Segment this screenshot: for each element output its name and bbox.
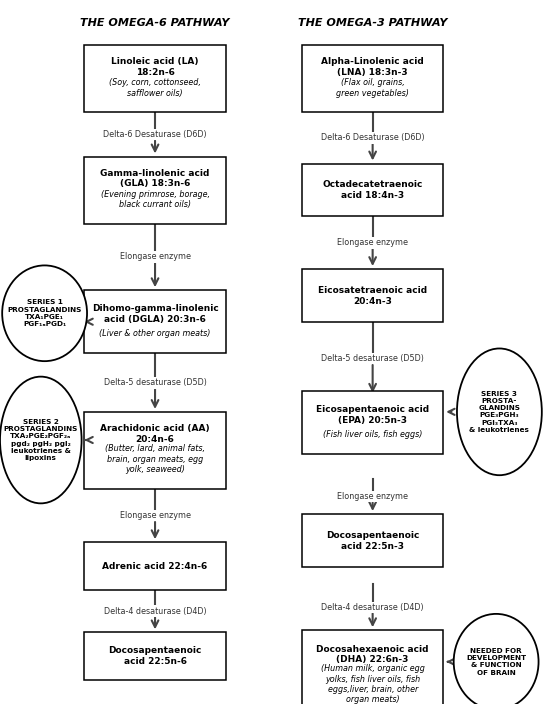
Text: Gamma-linolenic acid
(GLA) 18:3n-6: Gamma-linolenic acid (GLA) 18:3n-6 xyxy=(100,168,210,188)
Text: SERIES 1
PROSTAGLANDINS
TXA₁PGE₁
PGF₁ₐPGD₁: SERIES 1 PROSTAGLANDINS TXA₁PGE₁ PGF₁ₐPG… xyxy=(8,299,82,327)
Text: Docosahexaenoic acid
(DHA) 22:6n-3: Docosahexaenoic acid (DHA) 22:6n-3 xyxy=(317,645,429,665)
Ellipse shape xyxy=(0,377,82,503)
Text: Linoleic acid (LA)
18:2n-6: Linoleic acid (LA) 18:2n-6 xyxy=(112,57,199,77)
Text: Octadecatetraenoic
acid 18:4n-3: Octadecatetraenoic acid 18:4n-3 xyxy=(323,180,423,200)
Text: Delta-4 desaturase (D4D): Delta-4 desaturase (D4D) xyxy=(104,607,206,615)
Text: THE OMEGA-3 PATHWAY: THE OMEGA-3 PATHWAY xyxy=(298,18,447,27)
Text: Docosapentaenoic
acid 22:5n-3: Docosapentaenoic acid 22:5n-3 xyxy=(326,531,419,551)
FancyBboxPatch shape xyxy=(302,164,443,217)
Ellipse shape xyxy=(454,614,539,704)
Text: (Fish liver oils, fish eggs): (Fish liver oils, fish eggs) xyxy=(323,429,422,439)
Text: (Butter, lard, animal fats,
brain, organ meats, egg
yolk, seaweed): (Butter, lard, animal fats, brain, organ… xyxy=(105,444,205,474)
Text: Eicosapentaenoic acid
(EPA) 20:5n-3: Eicosapentaenoic acid (EPA) 20:5n-3 xyxy=(316,405,429,425)
Ellipse shape xyxy=(457,348,542,475)
Text: Delta-5 desaturase (D5D): Delta-5 desaturase (D5D) xyxy=(103,379,207,387)
FancyBboxPatch shape xyxy=(84,632,226,680)
Text: NEEDED FOR
DEVELOPMENT
& FUNCTION
OF BRAIN: NEEDED FOR DEVELOPMENT & FUNCTION OF BRA… xyxy=(466,648,526,676)
Text: (Soy, corn, cottonseed,
safflower oils): (Soy, corn, cottonseed, safflower oils) xyxy=(109,78,201,98)
FancyBboxPatch shape xyxy=(302,270,443,322)
Text: Adrenic acid 22:4n-6: Adrenic acid 22:4n-6 xyxy=(102,562,208,570)
Text: (Human milk, organic egg
yolks, fish liver oils, fish
eggs,liver, brain, other
o: (Human milk, organic egg yolks, fish liv… xyxy=(321,664,424,704)
FancyBboxPatch shape xyxy=(302,514,443,567)
Text: Delta-6 Desaturase (D6D): Delta-6 Desaturase (D6D) xyxy=(321,134,424,142)
FancyBboxPatch shape xyxy=(302,391,443,454)
Text: Alpha-Linolenic acid
(LNA) 18:3n-3: Alpha-Linolenic acid (LNA) 18:3n-3 xyxy=(322,57,424,77)
Text: Delta-5 desaturase (D5D): Delta-5 desaturase (D5D) xyxy=(321,354,424,363)
Text: Delta-4 desaturase (D4D): Delta-4 desaturase (D4D) xyxy=(322,603,424,612)
Text: Elongase enzyme: Elongase enzyme xyxy=(337,239,408,247)
FancyBboxPatch shape xyxy=(84,290,226,353)
Text: Elongase enzyme: Elongase enzyme xyxy=(337,492,408,501)
Text: Delta-6 Desaturase (D6D): Delta-6 Desaturase (D6D) xyxy=(103,130,207,139)
FancyBboxPatch shape xyxy=(84,542,226,590)
Text: (Liver & other organ meats): (Liver & other organ meats) xyxy=(100,329,211,338)
Text: (Evening primrose, borage,
black currant oils): (Evening primrose, borage, black currant… xyxy=(101,189,209,209)
Text: Elongase enzyme: Elongase enzyme xyxy=(120,511,190,520)
Text: THE OMEGA-6 PATHWAY: THE OMEGA-6 PATHWAY xyxy=(81,18,230,27)
FancyBboxPatch shape xyxy=(84,156,226,224)
Text: Eicosatetraenoic acid
20:4n-3: Eicosatetraenoic acid 20:4n-3 xyxy=(318,286,427,306)
Text: Dihomo-gamma-linolenic
acid (DGLA) 20:3n-6: Dihomo-gamma-linolenic acid (DGLA) 20:3n… xyxy=(92,304,218,325)
Text: Arachidonic acid (AA)
20:4n-6: Arachidonic acid (AA) 20:4n-6 xyxy=(100,425,210,444)
Text: Elongase enzyme: Elongase enzyme xyxy=(120,253,190,261)
Text: (Flax oil, grains,
green vegetables): (Flax oil, grains, green vegetables) xyxy=(336,78,409,98)
FancyBboxPatch shape xyxy=(302,45,443,112)
Text: SERIES 3
PROSTA-
GLANDINS
PGE₃PGH₃
PGI₃TXA₃
& leukotrienes: SERIES 3 PROSTA- GLANDINS PGE₃PGH₃ PGI₃T… xyxy=(469,391,529,433)
Text: SERIES 2
PROSTAGLANDINS
TXA₂PGE₂PGF₂ₐ
pgd₂ pgH₂ pgI₂
leukotrienes &
lipoxins: SERIES 2 PROSTAGLANDINS TXA₂PGE₂PGF₂ₐ pg… xyxy=(4,419,78,461)
Ellipse shape xyxy=(2,265,87,361)
FancyBboxPatch shape xyxy=(84,412,226,489)
FancyBboxPatch shape xyxy=(84,45,226,112)
FancyBboxPatch shape xyxy=(302,630,443,704)
Text: Docosapentaenoic
acid 22:5n-6: Docosapentaenoic acid 22:5n-6 xyxy=(108,646,202,666)
